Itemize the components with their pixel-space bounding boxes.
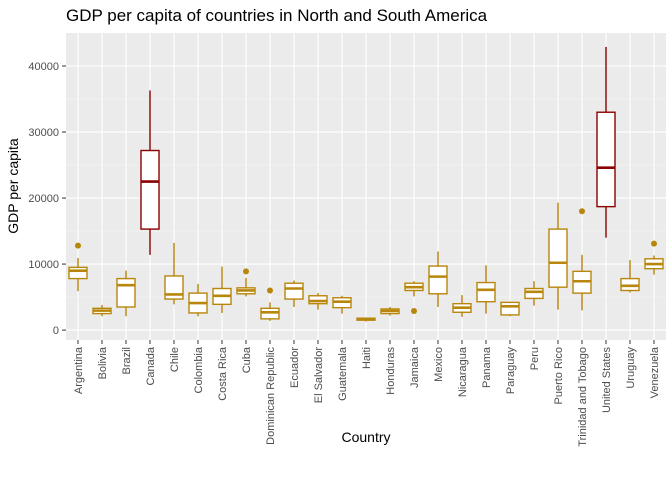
x-tick-label: Bolivia xyxy=(97,346,109,379)
box-body xyxy=(428,265,448,295)
x-tick-label: El Salvador xyxy=(313,347,325,404)
x-tick-label: Panama xyxy=(481,346,493,388)
y-tick-label: 20000 xyxy=(28,193,59,205)
x-tick-label: Uruguay xyxy=(625,347,637,389)
box-jamaica xyxy=(404,281,424,314)
x-tick-label: Brazil xyxy=(121,347,133,375)
box-honduras xyxy=(380,306,400,316)
box-body xyxy=(140,149,160,230)
box-body xyxy=(500,301,520,316)
x-tick-label: Peru xyxy=(529,347,541,370)
box-body xyxy=(548,228,568,288)
box-colombia xyxy=(188,283,208,317)
outlier-point xyxy=(411,307,417,314)
x-tick-label: Argentina xyxy=(73,346,85,394)
x-tick-label: Trinidad and Tobago xyxy=(577,347,589,447)
gridlines xyxy=(66,33,666,340)
boxplot-series xyxy=(68,46,664,322)
x-tick-label: Honduras xyxy=(385,347,397,395)
box-chile xyxy=(164,242,184,305)
box-costa-rica xyxy=(212,266,232,313)
box-canada xyxy=(140,90,160,255)
x-tick-label: Cuba xyxy=(241,346,253,373)
y-axis-title: GDP per capita xyxy=(5,138,21,234)
x-tick-label: Jamaica xyxy=(409,346,421,388)
box-body xyxy=(284,282,304,300)
box-united-states xyxy=(596,46,616,238)
box-body xyxy=(68,266,88,280)
box-venezuela xyxy=(644,240,664,275)
x-tick-label: Mexico xyxy=(433,347,445,382)
x-axis-title: Country xyxy=(341,429,390,445)
box-bolivia xyxy=(92,305,112,317)
box-mexico xyxy=(428,251,448,307)
box-guatemala xyxy=(332,295,352,314)
x-tick-label: Chile xyxy=(169,347,181,372)
box-body xyxy=(260,307,280,320)
x-tick-label: Guatemala xyxy=(337,346,349,401)
box-puerto-rico xyxy=(548,202,568,310)
box-panama xyxy=(476,265,496,314)
box-dominican-republic xyxy=(260,287,280,321)
box-trinidad-and-tobago xyxy=(572,208,592,311)
box-argentina xyxy=(68,242,88,292)
x-tick-label: Dominican Republic xyxy=(265,347,277,445)
box-peru xyxy=(524,281,544,306)
box-paraguay xyxy=(500,301,520,317)
chart-title: GDP per capita of countries in North and… xyxy=(66,6,488,25)
axes: 0 10000 20000 30000 40000 Argentina Bolivia Bra… xyxy=(28,61,661,447)
box-body xyxy=(476,281,496,303)
x-tick-label: Haiti xyxy=(361,347,373,369)
outlier-point xyxy=(267,287,273,294)
x-tick-label: Ecuador xyxy=(289,347,301,388)
outlier-point xyxy=(651,240,657,247)
box-haiti xyxy=(356,317,376,322)
x-tick-label: Colombia xyxy=(193,346,205,393)
box-ecuador xyxy=(284,280,304,307)
box-body xyxy=(116,277,136,308)
x-tick-label: Puerto Rico xyxy=(553,347,565,404)
box-nicaragua xyxy=(452,295,472,317)
box-uruguay xyxy=(620,260,640,293)
x-tick-label: Venezuela xyxy=(649,346,661,398)
y-tick-label: 40000 xyxy=(28,61,59,73)
box-cuba xyxy=(236,268,256,297)
box-body xyxy=(596,111,616,208)
outlier-point xyxy=(243,268,249,275)
x-tick-label: Paraguay xyxy=(505,347,517,395)
y-tick-label: 0 xyxy=(53,325,59,337)
y-tick-label: 10000 xyxy=(28,259,59,271)
x-tick-label: Canada xyxy=(145,346,157,385)
outlier-point xyxy=(75,242,81,249)
x-tick-label: Nicaragua xyxy=(457,346,469,397)
box-body xyxy=(308,295,328,305)
y-tick-label: 30000 xyxy=(28,127,59,139)
x-tick-label: United States xyxy=(601,347,613,414)
x-tick-label: Costa Rica xyxy=(217,346,229,401)
box-el-salvador xyxy=(308,293,328,310)
box-body xyxy=(620,277,640,292)
box-brazil xyxy=(116,270,136,317)
box-body xyxy=(524,287,544,300)
outlier-point xyxy=(579,208,585,215)
